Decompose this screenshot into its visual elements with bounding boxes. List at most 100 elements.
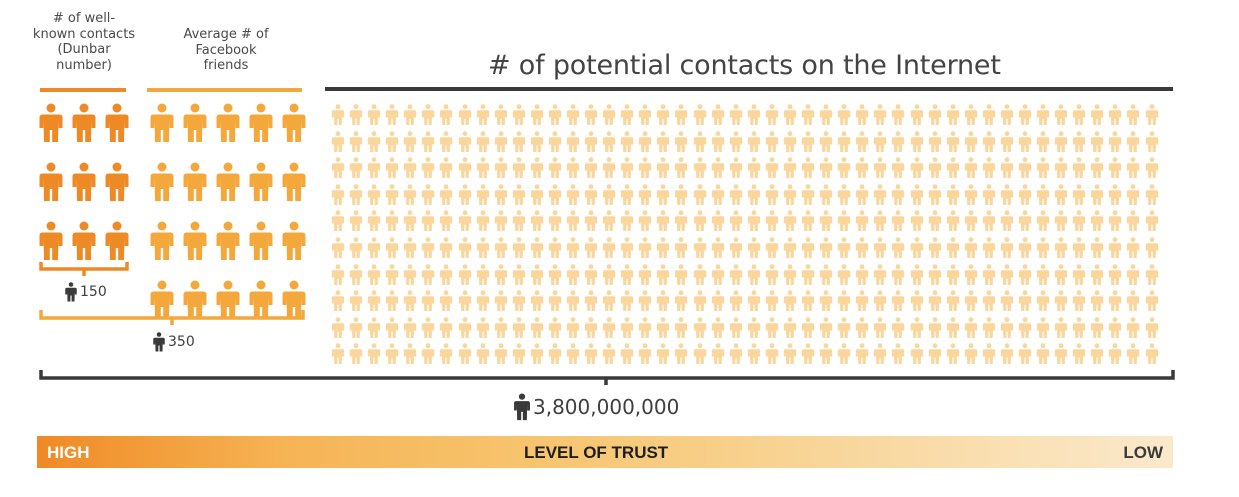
person-icon [216,162,240,201]
person-icon [548,317,562,338]
person-icon [765,237,779,258]
person-icon [1054,157,1068,179]
person-icon [602,263,616,285]
person-icon [747,157,760,179]
person-icon [856,210,869,232]
person-icon [367,210,381,232]
person-icon [1073,184,1086,205]
person-icon [892,237,905,258]
person-icon [1018,317,1032,338]
person-icon [422,184,435,205]
person-icon [946,104,959,126]
internet-people-grid [331,104,1159,365]
person-icon [404,157,417,179]
person-icon [584,317,598,338]
person-icon [783,184,797,205]
person-icon [747,237,760,258]
person-icon [476,343,489,365]
person-icon [621,130,634,152]
person-icon [282,103,306,142]
person-icon [476,157,489,179]
person-icon [584,343,598,365]
person-icon [1073,157,1086,179]
person-icon [1127,263,1140,285]
person-icon [422,237,435,258]
person-icon [440,263,453,285]
person-icon [747,263,760,285]
person-icon [837,130,851,152]
person-icon [801,317,815,338]
person-icon [216,280,240,319]
person-icon [105,103,129,142]
person-icon [1054,237,1068,258]
person-icon [1073,130,1086,152]
person-icon [837,263,851,285]
person-icon [711,210,724,232]
person-icon [657,157,670,179]
person-icon [1000,237,1014,258]
person-icon [548,104,562,126]
person-icon [765,184,779,205]
person-icon [711,237,724,258]
person-icon [386,290,399,312]
person-icon [621,317,634,338]
person-icon [512,290,525,312]
person-icon [1036,317,1050,338]
person-icon [1109,210,1122,232]
person-icon [602,343,616,365]
person-icon [422,290,435,312]
person-icon [639,237,652,258]
person-icon [621,263,634,285]
person-icon [729,290,742,312]
person-icon [422,157,435,179]
person-icon [693,184,706,205]
person-icon [1073,343,1086,365]
person-icon [331,237,345,258]
person-icon [404,343,417,365]
person-icon [639,317,652,338]
person-icon [765,130,779,152]
person-icon [837,237,851,258]
facebook-heading: Average # of Facebook friends [183,27,269,73]
person-icon [39,162,63,201]
person-icon [928,290,941,312]
person-icon [72,221,96,260]
person-icon [928,104,941,126]
person-icon [349,104,363,126]
person-icon [105,162,129,201]
person-icon [1109,184,1122,205]
person-icon [765,104,779,126]
person-icon [693,104,706,126]
person-icon [1018,237,1032,258]
person-icon [1145,130,1158,152]
person-icon [693,157,706,179]
person-icon [693,290,706,312]
person-icon [422,210,435,232]
person-icon [440,290,453,312]
person-icon [765,263,779,285]
person-icon [512,343,525,365]
person-icon [404,184,417,205]
person-icon [910,343,923,365]
person-icon [386,184,399,205]
person-icon [621,343,634,365]
person-icon [747,290,760,312]
person-icon [1036,210,1050,232]
facebook-people-grid [149,103,307,320]
person-icon [530,104,544,126]
person-icon [458,237,471,258]
person-icon [621,157,634,179]
person-icon [440,237,453,258]
person-icon [801,104,815,126]
person-icon [1000,157,1014,179]
person-icon [494,130,507,152]
person-icon [153,332,165,352]
person-icon [639,104,652,126]
person-icon [1127,104,1140,126]
person-icon [422,130,435,152]
person-icon [602,184,616,205]
person-icon [946,290,959,312]
person-icon [982,317,996,338]
person-icon [711,184,724,205]
person-icon [675,184,688,205]
